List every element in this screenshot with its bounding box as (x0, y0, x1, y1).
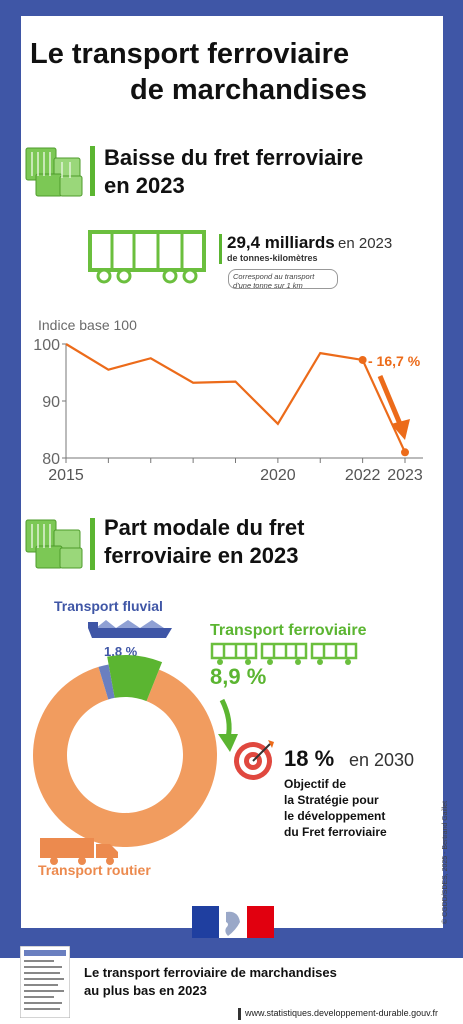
y-tick-label: 80 (42, 451, 60, 468)
goal-line-1: Objectif de (284, 777, 347, 791)
section1-heading-line2: en 2023 (104, 173, 185, 198)
modal-share-donut: 89,3 % (33, 655, 238, 847)
barge-icon (88, 620, 172, 638)
truck-icon (40, 838, 118, 865)
decline-arrow-shaft (377, 375, 403, 425)
goal-value: 18 % (284, 746, 335, 771)
freight-boxes-icon (25, 147, 83, 197)
decline-annotation: - 16,7 % (368, 353, 421, 369)
target-icon (234, 740, 274, 780)
fluvial-label: Transport fluvial (54, 598, 163, 614)
section1-accent-bar (90, 146, 95, 196)
footer-url[interactable]: www.statistiques.developpement-durable.g… (245, 1008, 438, 1018)
decline-arrow-head (391, 419, 410, 440)
stat-year: en 2023 (338, 235, 393, 252)
goal-line-4: du Fret ferroviaire (284, 825, 387, 839)
stat-unit: de tonnes-kilomètres (227, 253, 318, 263)
x-tick-label: 2022 (345, 467, 381, 484)
footer-title: Le transport ferroviaire de marchandises… (84, 964, 337, 1000)
y-tick-label: 90 (42, 394, 60, 411)
footer-title-line2: au plus bas en 2023 (84, 983, 207, 998)
section2-heading-line2: ferroviaire en 2023 (104, 543, 299, 568)
rail-label: Transport ferroviaire (210, 622, 367, 639)
republic-logo (192, 906, 274, 938)
stat-value: 29,4 milliards (227, 233, 335, 252)
chart-y-label: Indice base 100 (38, 317, 137, 333)
stat-note: Correspond au transport d'une tonne sur … (228, 269, 338, 290)
rail-pct: 8,9 % (210, 664, 267, 689)
freight-boxes-icon-2 (25, 519, 83, 569)
freight-wagon-icon (88, 230, 206, 284)
report-cover-thumbnail[interactable] (20, 946, 70, 1018)
index-series-line (65, 343, 406, 453)
donut-slice-transport-ferroviaire (107, 655, 163, 702)
x-tick-label: 2023 (387, 467, 423, 484)
goal-year: en 2030 (349, 750, 415, 770)
section2-heading-line1: Part modale du fret (104, 515, 305, 540)
road-pct: 89,3 % (92, 784, 139, 801)
donut-slice-transport-fluvial (98, 664, 115, 700)
goal-line-3: le développement (284, 809, 386, 823)
goal-description: Objectif de la Stratégie pour le dévelop… (284, 776, 387, 840)
donut-slice-transport-routier (33, 666, 218, 847)
footer-title-line1: Le transport ferroviaire de marchandises (84, 965, 337, 980)
stat-accent-bar (219, 234, 222, 264)
page-title-line2: de marchandises (130, 74, 367, 106)
goal-line-2: la Stratégie pour (284, 793, 379, 807)
footer: Le transport ferroviaire de marchandises… (0, 946, 463, 1024)
rail-arrow-head (218, 734, 238, 752)
x-tick-label: 2020 (260, 467, 296, 484)
x-tick-label: 2015 (48, 467, 84, 484)
data-point (358, 355, 367, 364)
rail-arrow-shaft (219, 698, 232, 739)
section1-heading-line1: Baisse du fret ferroviaire (104, 145, 364, 170)
y-tick-label: 100 (33, 337, 60, 354)
section2-accent-bar (90, 518, 95, 570)
road-label: Transport routier (38, 862, 151, 878)
rail-wagons-icon (210, 642, 358, 665)
footer-url-bar (238, 1008, 241, 1020)
credit: © CGDD/SDES, 2025 - Bertrand Gaillet (442, 800, 449, 924)
index-line-chart: Indice base 100 80 90 100 2015 2020 2022 2023… (33, 317, 423, 484)
data-point (401, 448, 409, 457)
page-title-line1: Le transport ferroviaire (30, 38, 350, 70)
